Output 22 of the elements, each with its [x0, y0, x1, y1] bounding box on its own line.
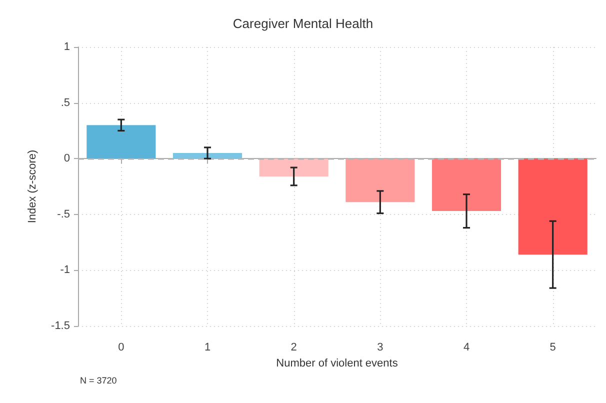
- chart-title: Caregiver Mental Health: [232, 16, 374, 31]
- x-tick-label: 2: [290, 342, 297, 354]
- text: N = 3720: [80, 376, 117, 386]
- bar: [259, 158, 328, 176]
- bar: [518, 158, 588, 255]
- x-tick-label: 3: [377, 342, 384, 354]
- x-tick-label: 5: [550, 342, 556, 354]
- x-tick-label: 1: [204, 342, 211, 354]
- y-tick-label: 1: [64, 41, 70, 53]
- y-tick-label: -.5: [57, 208, 70, 220]
- x-tick-label: 0: [118, 342, 124, 354]
- y-tick-label: -1: [60, 264, 70, 276]
- y-tick-label: 0: [64, 152, 70, 165]
- y-axis-title: Index (z-score): [26, 150, 38, 224]
- bar: [86, 125, 156, 159]
- y-tick-label: .5: [60, 96, 70, 109]
- x-axis-title: Number of violent events: [276, 357, 398, 370]
- y-tick-label: -1.5: [51, 320, 70, 332]
- bar: [346, 158, 415, 202]
- bar: [172, 153, 242, 159]
- bar: [432, 158, 502, 212]
- x-tick-label: 4: [463, 342, 470, 354]
